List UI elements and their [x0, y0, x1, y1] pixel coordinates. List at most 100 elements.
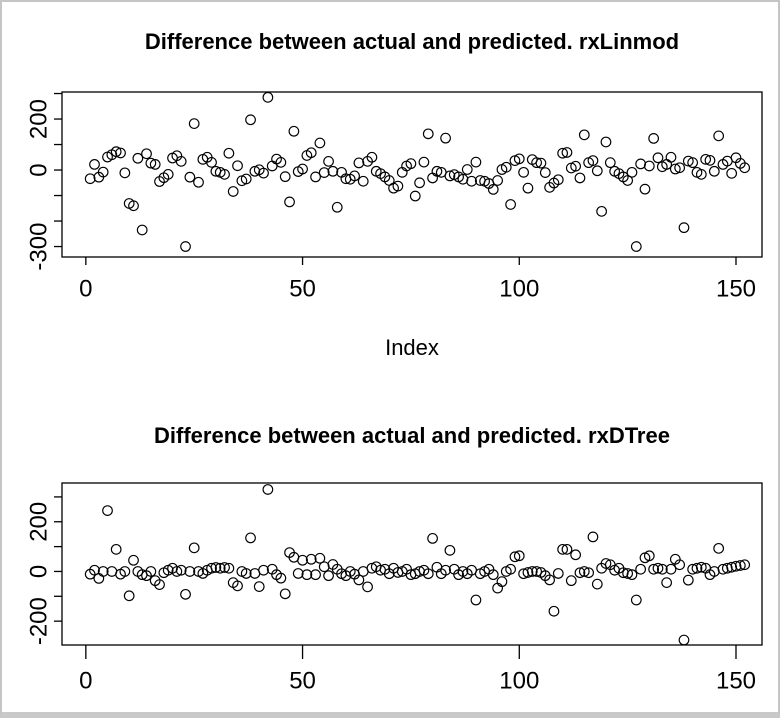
data-point [648, 563, 660, 575]
data-point [656, 563, 668, 575]
chart1-title: Difference between actual and predicted.… [144, 29, 680, 54]
data-point [284, 196, 295, 208]
plot-box-2 [61, 482, 763, 646]
data-point [128, 200, 139, 212]
data-point [505, 199, 516, 210]
data-point [682, 155, 694, 167]
data-point [513, 153, 525, 165]
data-point [409, 190, 421, 202]
data-point [487, 184, 499, 195]
data-point [643, 160, 655, 172]
data-point [188, 118, 200, 129]
y-axis-tick-label: -300 [26, 223, 53, 271]
x-axis-tick-label: 100 [499, 276, 539, 303]
x-axis-tick-label: 150 [716, 668, 756, 695]
data-point [587, 155, 599, 166]
data-point [440, 132, 451, 144]
data-point [184, 566, 196, 577]
data-point [695, 561, 707, 573]
data-point [665, 563, 677, 575]
data-point [704, 154, 716, 166]
data-point [275, 572, 287, 584]
data-point [591, 578, 603, 590]
data-point [193, 176, 204, 188]
plot-box-1 [61, 91, 763, 258]
data-point [708, 165, 720, 177]
data-point [674, 162, 686, 174]
data-point [622, 175, 634, 186]
data-point [318, 561, 330, 573]
data-point [314, 137, 326, 149]
data-point [496, 576, 508, 588]
data-point [422, 128, 434, 140]
data-point [288, 125, 300, 137]
data-point [123, 590, 135, 602]
data-point [180, 588, 191, 600]
data-point [700, 153, 712, 165]
data-point [535, 157, 547, 169]
data-point [357, 175, 369, 187]
data-point [500, 161, 512, 173]
data-point [739, 162, 751, 174]
data-point [223, 562, 235, 574]
data-point [418, 156, 430, 168]
data-point [305, 147, 317, 159]
data-point [327, 165, 339, 177]
data-point [219, 562, 230, 573]
data-point [301, 569, 313, 581]
data-point [188, 542, 200, 554]
data-point [279, 588, 291, 600]
data-point [713, 130, 725, 142]
data-point [405, 158, 417, 170]
data-point [422, 568, 434, 580]
data-point [240, 568, 252, 579]
data-point [175, 564, 187, 576]
data-point [314, 552, 326, 564]
y-axis-tick-label: -200 [26, 597, 53, 645]
data-point [726, 167, 738, 179]
data-point [414, 177, 425, 189]
data-point [639, 183, 651, 195]
data-point [565, 575, 577, 587]
data-point [648, 133, 660, 144]
data-point [349, 170, 360, 182]
data-point [674, 559, 686, 571]
data-point [544, 574, 555, 586]
data-point [470, 156, 482, 168]
data-point [171, 566, 183, 577]
y-axis-tick-label: 0 [26, 163, 53, 176]
data-point [669, 163, 681, 175]
data-point [539, 167, 551, 178]
data-point [310, 569, 321, 581]
data-point [154, 579, 165, 590]
data-point [561, 147, 573, 158]
data-point [557, 543, 568, 555]
data-point [292, 568, 304, 579]
y-axis-tick-label: 200 [26, 502, 53, 542]
data-point [97, 566, 109, 577]
data-point [175, 155, 187, 167]
data-point [427, 172, 438, 184]
data-point [587, 531, 599, 543]
y-axis-tick-label: 0 [26, 565, 53, 578]
data-point [570, 549, 581, 561]
data-point [323, 570, 334, 582]
x-axis-tick-label: 0 [79, 668, 92, 695]
data-point [115, 147, 126, 159]
data-point [665, 151, 677, 163]
data-point [461, 164, 473, 175]
data-point [583, 567, 595, 579]
data-point [145, 566, 157, 577]
data-point [262, 484, 274, 495]
data-point [119, 167, 131, 179]
data-point [600, 558, 612, 569]
data-point [643, 550, 655, 562]
data-point [110, 146, 122, 158]
data-point [84, 173, 96, 185]
data-point [557, 147, 568, 159]
data-point [297, 163, 308, 175]
data-point [353, 574, 365, 586]
data-point [574, 567, 586, 579]
data-point [513, 550, 525, 562]
